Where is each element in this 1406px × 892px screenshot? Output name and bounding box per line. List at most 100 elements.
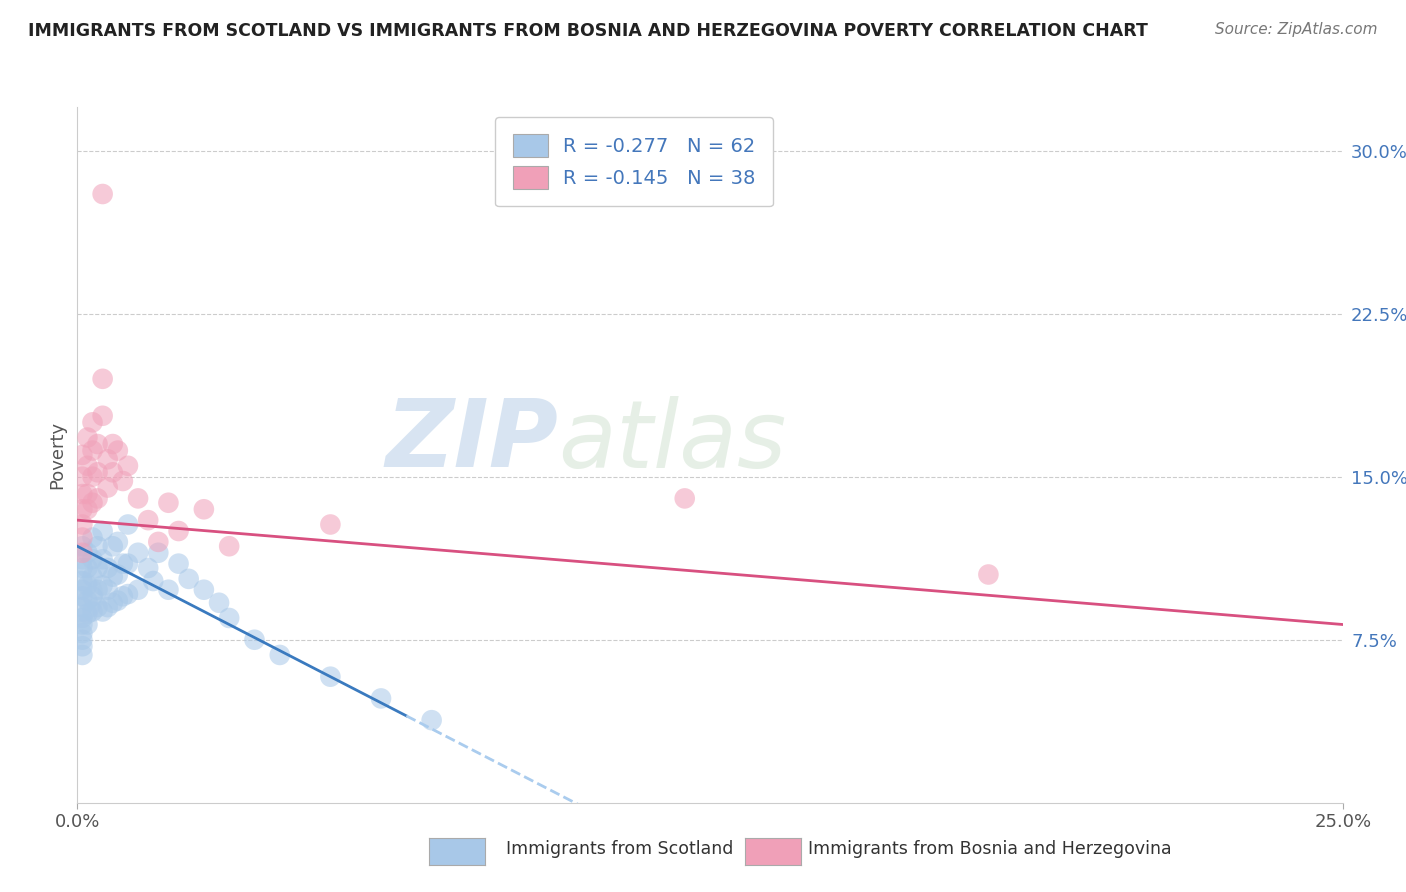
Point — [86, 582, 108, 597]
Point — [91, 552, 114, 566]
Point — [101, 466, 124, 480]
Point — [82, 496, 104, 510]
Point — [111, 557, 134, 571]
Point — [107, 443, 129, 458]
Point — [97, 561, 120, 575]
Point — [76, 458, 98, 473]
Point — [72, 546, 94, 560]
Point — [72, 502, 94, 516]
Point — [76, 546, 98, 560]
Point — [97, 481, 120, 495]
Point — [167, 557, 190, 571]
Point — [72, 539, 94, 553]
Text: ZIP: ZIP — [385, 395, 558, 487]
Point — [107, 593, 129, 607]
Text: atlas: atlas — [558, 395, 786, 486]
Point — [107, 535, 129, 549]
Point — [76, 431, 98, 445]
Point — [72, 639, 94, 653]
Point — [117, 458, 139, 473]
Point — [72, 517, 94, 532]
Point — [101, 539, 124, 553]
Point — [82, 589, 104, 603]
Point — [72, 582, 94, 597]
Point — [76, 617, 98, 632]
Legend: R = -0.277   N = 62, R = -0.145   N = 38: R = -0.277 N = 62, R = -0.145 N = 38 — [495, 117, 773, 206]
Point — [72, 448, 94, 462]
Point — [97, 582, 120, 597]
Point — [319, 517, 342, 532]
Point — [72, 574, 94, 588]
Point — [72, 632, 94, 647]
Point — [82, 570, 104, 584]
Point — [218, 611, 240, 625]
Point — [82, 415, 104, 429]
Point — [117, 587, 139, 601]
Point — [72, 469, 94, 483]
Point — [157, 496, 180, 510]
Point — [101, 437, 124, 451]
Text: IMMIGRANTS FROM SCOTLAND VS IMMIGRANTS FROM BOSNIA AND HERZEGOVINA POVERTY CORRE: IMMIGRANTS FROM SCOTLAND VS IMMIGRANTS F… — [28, 22, 1147, 40]
Point — [72, 617, 94, 632]
Point — [97, 452, 120, 467]
Text: Source: ZipAtlas.com: Source: ZipAtlas.com — [1215, 22, 1378, 37]
Point — [72, 648, 94, 662]
Point — [148, 535, 170, 549]
Point — [117, 557, 139, 571]
Point — [319, 670, 342, 684]
Point — [243, 632, 266, 647]
Point — [107, 567, 129, 582]
Point — [101, 570, 124, 584]
Point — [91, 186, 114, 201]
Point — [86, 539, 108, 553]
Point — [193, 502, 215, 516]
Point — [82, 531, 104, 545]
Point — [193, 582, 215, 597]
Point — [117, 517, 139, 532]
Point — [72, 600, 94, 615]
Point — [82, 605, 104, 619]
Point — [82, 443, 104, 458]
Point — [86, 561, 108, 575]
Point — [72, 561, 94, 575]
Point — [370, 691, 392, 706]
Point — [148, 546, 170, 560]
Point — [167, 524, 190, 538]
Point — [76, 561, 98, 575]
Point — [76, 593, 98, 607]
Point — [91, 524, 114, 538]
Point — [76, 578, 98, 592]
Point — [101, 596, 124, 610]
Point — [72, 552, 94, 566]
Point — [91, 372, 114, 386]
Point — [127, 582, 149, 597]
Point — [66, 589, 89, 603]
Point — [157, 582, 180, 597]
Point — [136, 561, 159, 575]
Point — [91, 605, 114, 619]
Point — [72, 487, 94, 501]
Point — [136, 513, 159, 527]
Point — [86, 437, 108, 451]
Text: Immigrants from Bosnia and Herzegovina: Immigrants from Bosnia and Herzegovina — [808, 840, 1173, 858]
Point — [72, 531, 94, 545]
Point — [82, 552, 104, 566]
Point — [111, 589, 134, 603]
Point — [91, 578, 114, 592]
Point — [218, 539, 240, 553]
Point — [76, 487, 98, 501]
Point — [977, 567, 1000, 582]
Point — [208, 596, 231, 610]
Point — [86, 491, 108, 506]
Y-axis label: Poverty: Poverty — [48, 421, 66, 489]
Point — [72, 626, 94, 640]
Point — [76, 607, 98, 621]
Point — [91, 409, 114, 423]
Point — [127, 546, 149, 560]
Point — [673, 491, 696, 506]
Point — [142, 574, 165, 588]
Text: Immigrants from Scotland: Immigrants from Scotland — [506, 840, 734, 858]
Point — [127, 491, 149, 506]
Point — [177, 572, 200, 586]
Point — [86, 600, 108, 615]
